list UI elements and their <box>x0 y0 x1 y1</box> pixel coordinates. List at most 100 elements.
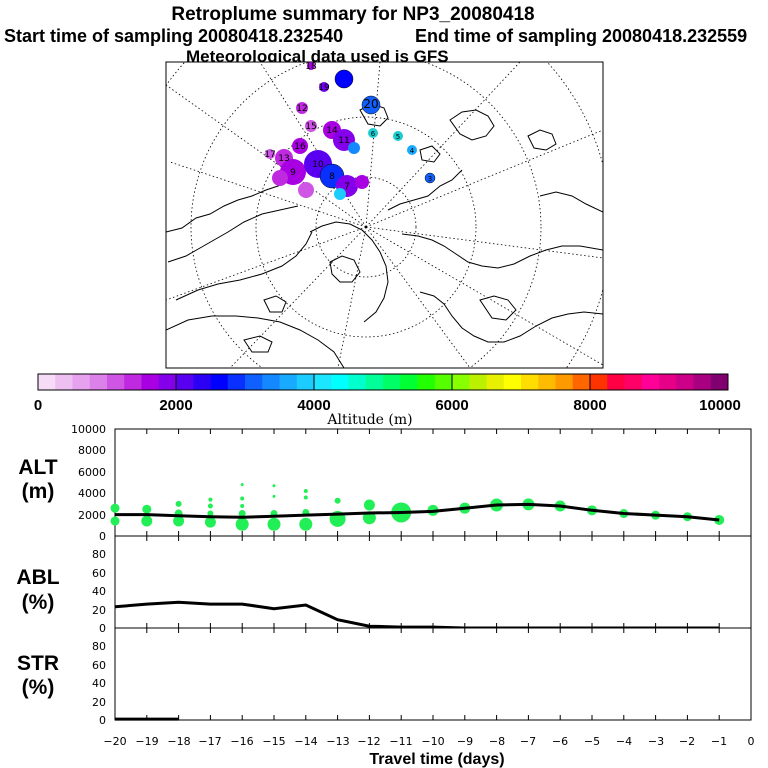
colorbar-swatch <box>521 374 539 390</box>
day-label: 8 <box>329 172 335 182</box>
x-tick-label: −6 <box>552 735 568 748</box>
abl-ytick: 40 <box>92 585 106 598</box>
alt-plume-marker <box>207 503 213 509</box>
str-ytick: 40 <box>92 677 106 690</box>
x-tick-label: −5 <box>584 735 600 748</box>
x-tick-label: −13 <box>326 735 349 748</box>
colorbar-swatch <box>400 374 418 390</box>
x-tick-label: −16 <box>230 735 253 748</box>
alt-plume-marker <box>240 496 245 501</box>
alt-plume-marker <box>141 515 153 527</box>
alt-label: ALT <box>18 456 57 479</box>
day-label: 17 <box>264 150 275 160</box>
colorbar-swatch <box>641 374 660 390</box>
abl-ytick: 60 <box>92 567 106 580</box>
alt-plume-marker <box>272 494 276 498</box>
alt-ytick: 6000 <box>78 466 106 479</box>
day-label: 14 <box>326 126 338 136</box>
day-label: 19 <box>318 83 330 93</box>
colorbar-swatch <box>693 374 712 390</box>
colorbar-swatch <box>193 374 211 390</box>
colorbar-swatch <box>434 374 453 390</box>
plume-marker <box>296 102 308 114</box>
colorbar-swatch <box>89 374 108 390</box>
plume-day-labels: 18 19 20 12 16 15 14 13 17 11 10 9 8 7 6… <box>264 62 432 192</box>
colorbar-tick: 10000 <box>699 397 741 414</box>
alt-plume-marker <box>238 510 246 518</box>
day-label: 16 <box>294 142 306 152</box>
colorbar-swatch <box>141 374 160 390</box>
plume-markers <box>265 62 436 200</box>
str-label: STR <box>17 652 59 675</box>
alt-plume-marker <box>110 503 120 513</box>
alt-plume-marker <box>267 517 281 531</box>
plume-marker <box>305 120 317 132</box>
x-axis: −20 −19 −18 −17 −16 −15 −14 −13 −12 −11 … <box>103 735 754 768</box>
colorbar-swatch <box>590 374 608 390</box>
alt-plume-marker <box>110 516 120 526</box>
plume-marker <box>368 128 378 138</box>
colorbar-swatch <box>503 374 522 390</box>
plume-marker <box>265 149 275 159</box>
x-tick-label: −8 <box>489 735 505 748</box>
plume-marker <box>307 62 315 70</box>
x-tick-label: −7 <box>520 735 536 748</box>
alt-plume-marker <box>142 504 152 514</box>
x-tick-label: −2 <box>679 735 695 748</box>
colorbar-tick: 0 <box>34 397 42 414</box>
day-label: 18 <box>305 62 317 72</box>
day-label: 3 <box>428 175 432 183</box>
day-label: 20 <box>363 97 378 111</box>
str-panel: STR (%) 0 20 40 60 80 <box>17 627 752 727</box>
met-data-label: Meteorological data used is GFS <box>186 47 449 66</box>
colorbar-swatch <box>469 374 487 390</box>
colorbar-swatch <box>227 374 246 390</box>
x-tick-label: −17 <box>198 735 221 748</box>
colorbar-swatch <box>348 374 367 390</box>
alt-plume-marker <box>173 515 185 527</box>
colorbar-swatch <box>365 374 384 390</box>
x-tick-label: −12 <box>357 735 380 748</box>
colorbar-swatch <box>107 374 125 390</box>
plume-marker <box>298 182 314 198</box>
colorbar-swatch <box>555 374 574 390</box>
day-label: 6 <box>371 130 376 138</box>
plume-marker <box>334 188 346 200</box>
alt-plume-marker <box>240 504 245 509</box>
str-ytick: 80 <box>92 640 106 653</box>
x-tick-label: −9 <box>457 735 473 748</box>
colorbar-swatch <box>38 374 56 390</box>
alt-ytick: 0 <box>99 530 106 543</box>
str-ytick: 60 <box>92 659 106 672</box>
colorbar-swatch <box>314 374 332 390</box>
alt-ytick: 2000 <box>78 509 106 522</box>
day-label: 13 <box>278 154 289 164</box>
colorbar-swatch <box>383 374 401 390</box>
day-label: 9 <box>290 168 296 178</box>
abl-label: ABL <box>16 566 59 589</box>
alt-panel: ALT (m) 0 2000 4000 6000 8000 10000 <box>18 423 752 543</box>
alt-plume-marker <box>175 500 182 507</box>
day-label: 7 <box>344 182 350 192</box>
alt-plume-marker <box>204 516 216 528</box>
colorbar-swatch <box>676 374 694 390</box>
abl-ytick: 80 <box>92 548 106 561</box>
alt-plume-marker <box>240 483 244 487</box>
alt-plume-marker <box>334 497 341 504</box>
alt-plume-marker <box>299 517 313 531</box>
x-tick-label: −10 <box>421 735 444 748</box>
polar-map: 18 19 20 12 16 15 14 13 17 11 10 9 8 7 6… <box>165 61 604 369</box>
alt-plume-marker <box>303 489 308 494</box>
map-graticule <box>166 62 603 368</box>
alt-plume-marker <box>272 484 276 488</box>
plume-marker <box>407 145 417 155</box>
x-tick-label: −18 <box>167 735 190 748</box>
plume-marker <box>319 82 329 92</box>
day-label: 12 <box>296 104 307 114</box>
colorbar-swatch <box>331 374 349 390</box>
x-tick-label: −1 <box>711 735 727 748</box>
colorbar-swatch <box>72 374 91 390</box>
colorbar-swatch <box>210 374 229 390</box>
plume-marker <box>355 175 369 189</box>
colorbar-swatch <box>572 374 591 390</box>
